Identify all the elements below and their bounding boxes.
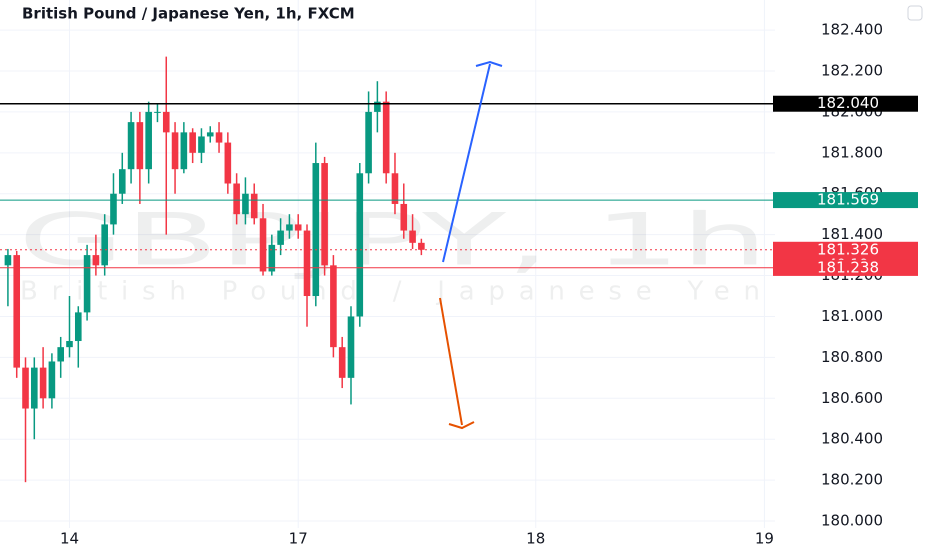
candle-body: [57, 347, 64, 362]
candle-body: [83, 255, 91, 313]
x-tick-label: 18: [526, 530, 545, 548]
y-tick-label: 182.200: [821, 61, 883, 79]
time-axis: [0, 528, 775, 550]
candle-body: [118, 169, 126, 194]
candle-body: [13, 255, 21, 368]
settings-icon[interactable]: [907, 5, 923, 21]
candle-body: [382, 101, 390, 174]
candle-body: [180, 132, 188, 170]
candle-body: [198, 136, 205, 153]
y-tick-label: 180.400: [821, 430, 883, 448]
candle-body: [400, 203, 408, 231]
y-tick-label: 180.000: [821, 512, 883, 530]
candle-body: [338, 347, 346, 378]
level-badge: [773, 259, 918, 276]
chart-title: British Pound / Japanese Yen, 1h, FXCM: [22, 5, 355, 23]
candle-body: [391, 173, 399, 204]
up-arrow-head: [475, 60, 503, 67]
candle-body: [303, 230, 311, 297]
y-tick-label: 181.400: [821, 225, 883, 243]
candle-body: [66, 341, 73, 348]
y-tick-label: 182.400: [821, 21, 883, 39]
candle-body: [365, 111, 372, 174]
candle-body: [92, 255, 100, 266]
y-tick-label: 180.800: [821, 348, 883, 366]
x-tick-label: 14: [60, 530, 79, 548]
grid: [0, 0, 775, 528]
candle-body: [110, 193, 117, 225]
last-price-label: 181.326: [817, 240, 879, 258]
plot: [0, 56, 775, 483]
candle-body: [347, 316, 355, 378]
candle-body: [250, 193, 258, 219]
watermark: GBPJPY, 1h: [18, 198, 768, 282]
up-arrow: [442, 63, 491, 263]
candle-body: [224, 142, 232, 184]
candle-body: [145, 111, 152, 170]
candle-body: [162, 111, 170, 133]
candle-body: [294, 224, 302, 231]
y-tick-label: 180.600: [821, 389, 883, 407]
down-arrow-head: [448, 421, 475, 430]
candle-body: [277, 230, 284, 245]
candle-body: [171, 132, 179, 170]
candle-body: [321, 163, 328, 266]
candle-body: [409, 230, 416, 243]
level-label: 181.238: [817, 258, 879, 276]
candle-body: [22, 367, 29, 409]
candle-body: [242, 193, 249, 215]
candle-body: [286, 224, 293, 231]
candle-body: [418, 242, 425, 250]
candle-body: [268, 244, 276, 272]
candle-body: [189, 132, 196, 153]
level-label: 181.569: [817, 191, 879, 209]
y-tick-label: 180.200: [821, 471, 883, 489]
candle-body: [154, 111, 161, 113]
axes: 180.000 180.200 180.400 180.600 180.800 181.0…: [60, 21, 918, 548]
candle-body: [330, 265, 337, 348]
y-tick-label: 181.800: [821, 143, 883, 161]
candle-body: [48, 361, 56, 399]
x-tick-label: 19: [755, 530, 774, 548]
candle-body: [312, 163, 320, 297]
level-badge: [773, 192, 918, 209]
candle-body: [215, 132, 223, 143]
candle-body: [39, 367, 47, 399]
candle-body: [136, 122, 144, 170]
candle-body: [4, 255, 12, 266]
x-tick-label: 17: [289, 530, 308, 548]
down-arrow: [439, 297, 463, 426]
candle-body: [206, 132, 214, 137]
candle-body: [31, 367, 38, 409]
candle-body: [356, 173, 364, 317]
candle-body: [259, 218, 267, 272]
candle-body: [374, 101, 381, 112]
level-badge: [773, 95, 918, 112]
level-label: 182.040: [817, 94, 879, 112]
candle-body: [127, 122, 135, 170]
candle-body: [74, 312, 82, 342]
y-tick-label: 181.000: [821, 307, 883, 325]
candle-body: [233, 183, 240, 215]
candle-body: [101, 224, 108, 266]
